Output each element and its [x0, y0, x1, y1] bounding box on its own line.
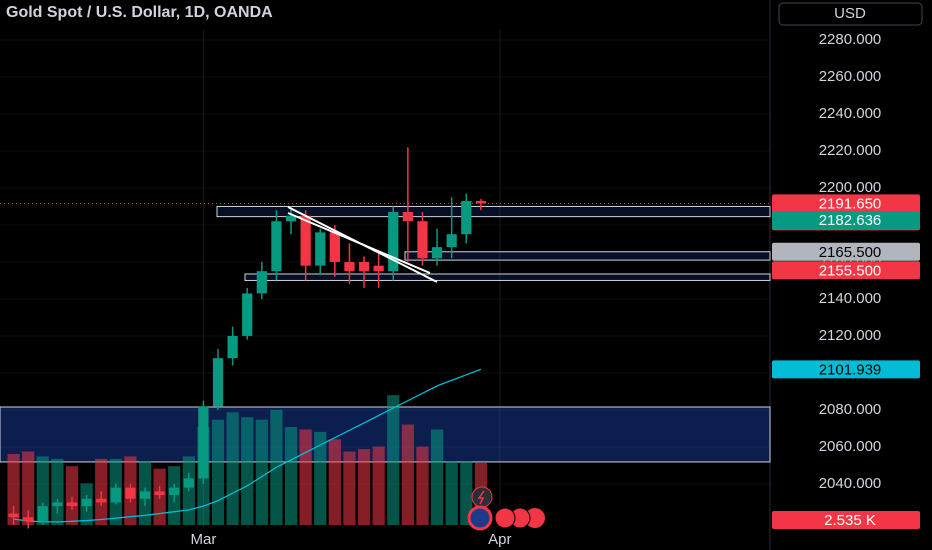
- candle-body: [37, 506, 48, 521]
- y-tick-label: 2040.000: [819, 475, 882, 492]
- volume-bar: [430, 429, 444, 525]
- y-tick-label: 2240.000: [819, 105, 882, 122]
- flag: [494, 507, 516, 529]
- candle-body: [52, 502, 63, 507]
- candle-body: [475, 200, 486, 204]
- candle-body: [358, 261, 370, 272]
- candle-body: [183, 478, 194, 488]
- candle-body: [329, 232, 340, 262]
- zone: [244, 273, 771, 281]
- volume-bar: [357, 449, 371, 525]
- zone: [404, 251, 771, 261]
- volume-bar: [211, 419, 225, 525]
- price-badge-label: 2191.650: [819, 195, 882, 212]
- candle-body: [431, 247, 443, 259]
- candle-body: [227, 335, 238, 359]
- candle-body: [212, 358, 224, 407]
- currency-button[interactable]: [778, 2, 923, 26]
- y-tick-label: 2060.000: [819, 438, 882, 455]
- price-badge: [772, 211, 920, 230]
- y-tick-label: 2080.000: [819, 401, 882, 418]
- price-badge-label: 2.535 K: [824, 512, 876, 529]
- volume-bar: [51, 458, 64, 525]
- price-badge-label: 2101.939: [819, 361, 882, 378]
- candle-body: [139, 491, 151, 499]
- volume-bar: [387, 395, 400, 525]
- x-tick-label: Mar: [190, 531, 216, 548]
- candle-body: [373, 265, 384, 272]
- volume-bar: [343, 451, 356, 525]
- y-tick-label: 2220.000: [819, 142, 882, 159]
- volume-bar: [416, 446, 429, 525]
- candle-body: [388, 212, 399, 272]
- candle-body: [96, 498, 107, 503]
- candle-body: [110, 487, 121, 503]
- chart-title: Gold Spot / U.S. Dollar, 1D, OANDA: [6, 4, 273, 21]
- candle-body: [125, 487, 136, 499]
- candle-body: [402, 212, 413, 222]
- volume-bar: [299, 429, 312, 525]
- price-badge: [772, 511, 920, 529]
- flag: [525, 508, 545, 528]
- volume-bar: [460, 461, 473, 525]
- currency-label: USD: [834, 5, 866, 22]
- candle-body: [461, 200, 472, 235]
- candle-body: [271, 221, 282, 272]
- lightning: [477, 490, 485, 505]
- flag-icons[interactable]: [467, 505, 545, 531]
- candle-body: [154, 491, 165, 496]
- price-badge-label: 2165.500: [819, 244, 882, 261]
- candle-body: [417, 221, 428, 259]
- y-tick-label: 2120.000: [819, 327, 882, 344]
- volume-bar: [314, 431, 327, 525]
- candle-body: [242, 293, 253, 336]
- volume-bar: [226, 412, 239, 525]
- price-badge-label: 2182.636: [819, 212, 882, 229]
- volume-bar: [65, 466, 79, 525]
- candle-body: [256, 271, 267, 294]
- candle-body: [8, 513, 19, 518]
- candle-body: [446, 234, 457, 248]
- volume-bar: [241, 417, 254, 525]
- trend-line: [287, 212, 431, 274]
- event-icon[interactable]: [471, 486, 493, 508]
- candle-body: [23, 517, 34, 521]
- candle-body: [300, 215, 311, 266]
- price-badge: [772, 242, 920, 261]
- candle-body: [344, 261, 355, 272]
- volume-bar: [328, 439, 341, 525]
- zone: [216, 205, 771, 218]
- price-badge: [772, 261, 920, 280]
- candle-body: [66, 502, 78, 507]
- zone: [0, 406, 771, 463]
- moving-average: [13, 368, 482, 523]
- flag: [467, 505, 493, 531]
- volume-bar: [445, 461, 458, 525]
- price-badge-label: 2155.500: [819, 262, 882, 279]
- candle-body: [81, 498, 92, 507]
- y-tick-label: 2280.000: [819, 31, 882, 48]
- volume-bar: [255, 419, 268, 525]
- volume-bar: [22, 451, 35, 525]
- x-tick-label: Apr: [488, 531, 511, 548]
- y-tick-label: 2200.000: [819, 179, 882, 196]
- volume-bar: [7, 453, 20, 525]
- y-tick-label: 2140.000: [819, 290, 882, 307]
- volume-bar: [284, 427, 298, 525]
- candle-body: [285, 215, 297, 222]
- candle-body: [169, 487, 180, 496]
- volume-bar: [372, 446, 385, 525]
- candle-body: [198, 406, 209, 479]
- price-badge: [772, 360, 920, 379]
- candle-body: [315, 232, 326, 266]
- y-tick-label: 2260.000: [819, 68, 882, 85]
- volume-bar: [401, 424, 414, 525]
